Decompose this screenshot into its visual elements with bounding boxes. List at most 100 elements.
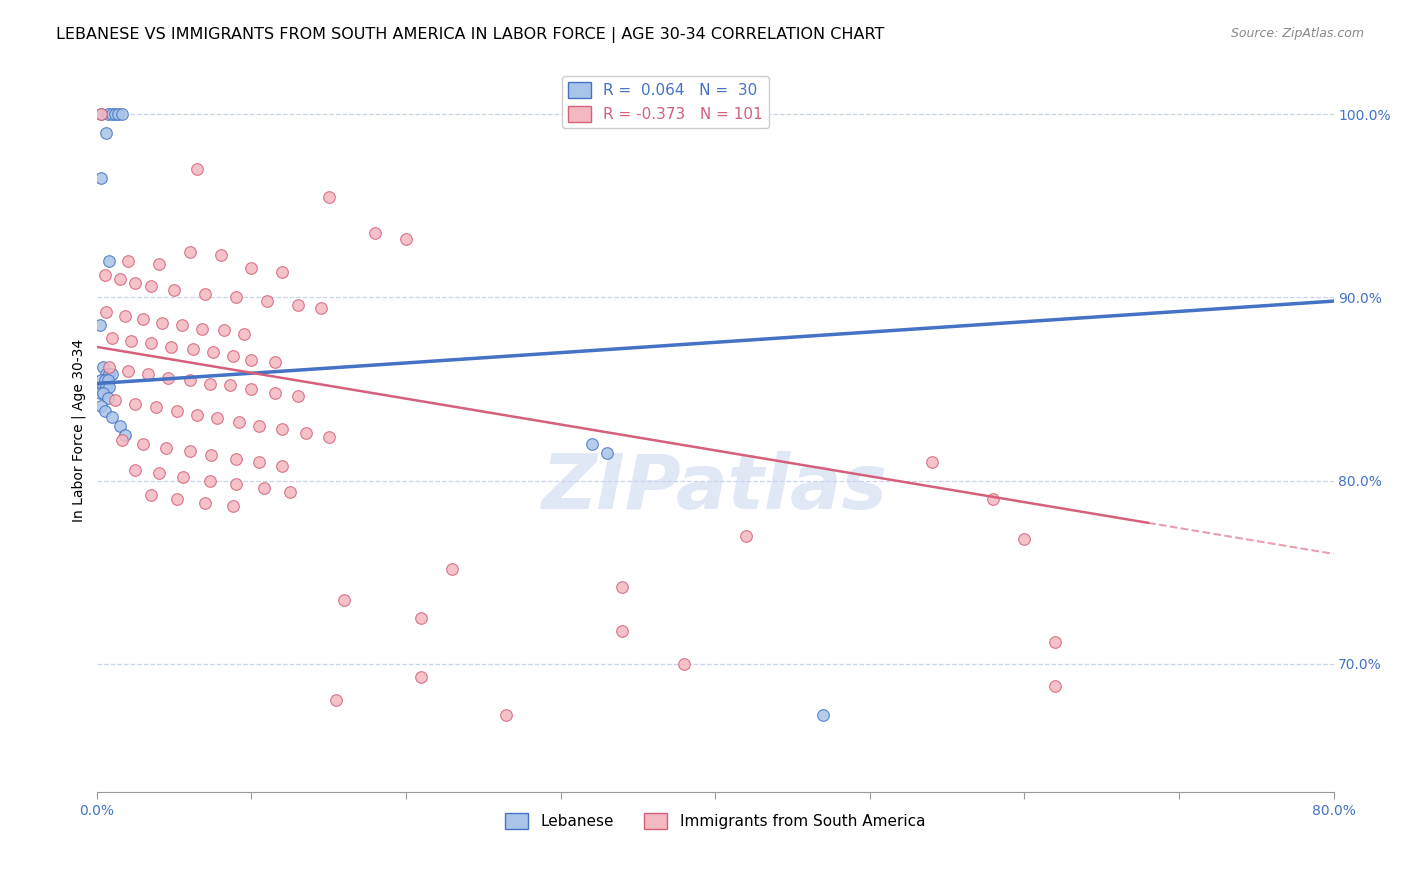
Point (114, 427, 136, 442)
Point (170, 318, 193, 332)
Point (97, 391, 120, 405)
Point (581, 437, 603, 451)
Point (225, 290, 247, 304)
Point (91, 380, 114, 394)
Y-axis label: In Labor Force | Age 30-34: In Labor Force | Age 30-34 (72, 339, 86, 522)
Point (90, 171, 112, 186)
Point (94, 126, 117, 140)
Point (218, 378, 240, 392)
Point (132, 437, 155, 451)
Point (107, 107, 129, 121)
Point (596, 446, 619, 460)
Point (201, 345, 224, 359)
Point (166, 404, 188, 418)
Point (673, 657, 696, 671)
Point (225, 451, 247, 466)
Point (209, 248, 232, 262)
Point (318, 190, 340, 204)
Point (186, 408, 208, 422)
Point (232, 327, 254, 342)
Point (90, 107, 112, 121)
Point (172, 470, 194, 484)
Point (110, 107, 132, 121)
Point (104, 107, 127, 121)
Point (101, 368, 124, 382)
Point (98, 359, 121, 374)
Point (150, 316, 173, 330)
Point (271, 422, 294, 436)
Point (179, 373, 201, 387)
Point (94, 380, 117, 394)
Point (148, 258, 170, 272)
Point (200, 448, 222, 462)
Point (163, 283, 186, 297)
Point (104, 392, 127, 407)
Point (89, 385, 111, 400)
Legend: Lebanese, Immigrants from South America: Lebanese, Immigrants from South America (499, 806, 931, 835)
Point (98, 253, 121, 268)
Point (148, 467, 170, 481)
Point (1045, 634, 1067, 648)
Point (222, 349, 245, 363)
Point (207, 411, 229, 425)
Point (240, 261, 263, 276)
Point (198, 474, 221, 488)
Point (271, 265, 294, 279)
Point (166, 491, 188, 506)
Point (136, 368, 159, 382)
Point (124, 462, 146, 476)
Point (263, 354, 285, 368)
Point (186, 162, 208, 177)
Text: ZIPatlas: ZIPatlas (543, 451, 889, 525)
Point (94, 368, 117, 382)
Point (91, 359, 114, 374)
Point (240, 352, 263, 367)
Point (441, 561, 464, 575)
Point (318, 430, 340, 444)
Point (156, 371, 179, 385)
Point (364, 227, 387, 241)
Point (179, 444, 201, 458)
Point (813, 708, 835, 723)
Point (89, 318, 111, 332)
Point (90, 107, 112, 121)
Point (90, 373, 112, 387)
Point (132, 312, 155, 326)
Point (97, 107, 120, 121)
Point (287, 298, 309, 312)
Point (411, 611, 433, 625)
Point (212, 323, 235, 337)
Point (108, 418, 131, 433)
Point (124, 397, 146, 411)
Point (411, 669, 433, 683)
Point (101, 409, 124, 424)
Point (155, 441, 177, 455)
Point (191, 321, 214, 335)
Point (194, 286, 217, 301)
Point (110, 434, 132, 448)
Point (93, 268, 115, 283)
Point (101, 331, 124, 345)
Point (117, 364, 139, 378)
Text: Source: ZipAtlas.com: Source: ZipAtlas.com (1230, 27, 1364, 40)
Point (139, 279, 162, 293)
Point (97, 373, 120, 387)
Point (495, 708, 517, 723)
Text: LEBANESE VS IMMIGRANTS FROM SOUTH AMERICA IN LABOR FORCE | AGE 30-34 CORRELATION: LEBANESE VS IMMIGRANTS FROM SOUTH AMERIC… (56, 27, 884, 43)
Point (108, 272, 131, 286)
Point (240, 382, 263, 396)
Point (309, 301, 332, 316)
Point (278, 484, 301, 499)
Point (198, 376, 221, 391)
Point (325, 693, 347, 707)
Point (612, 624, 634, 638)
Point (271, 458, 294, 473)
Point (117, 253, 139, 268)
Point (139, 336, 162, 351)
Point (181, 342, 204, 356)
Point (98, 368, 121, 382)
Point (247, 418, 270, 433)
Point (91, 385, 114, 400)
Point (93, 373, 115, 387)
Point (114, 309, 136, 323)
